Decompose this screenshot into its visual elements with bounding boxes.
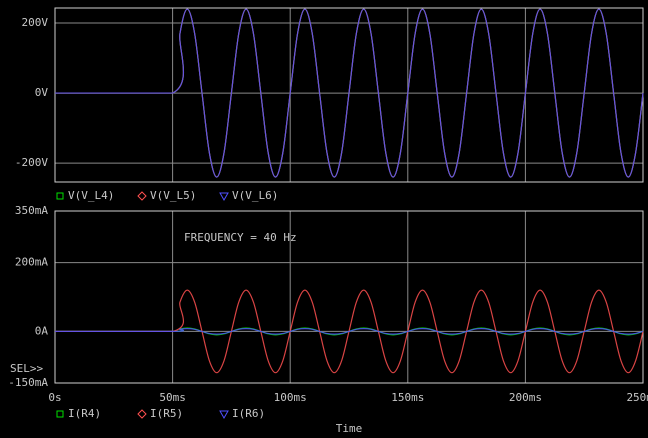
legend-label: I(R6) [232, 407, 265, 420]
x-tick-label: 50ms [159, 391, 186, 404]
legend-marker [137, 191, 147, 201]
y-tick-label: 350mA [15, 204, 48, 217]
x-tick-label: 0s [48, 391, 61, 404]
y-tick-label: 0A [35, 324, 49, 337]
legend-label: I(R4) [68, 407, 101, 420]
cursor-label: SEL>> [10, 362, 43, 375]
trace [55, 328, 644, 335]
x-tick-label: 250ms [626, 391, 648, 404]
y-tick-label: -200V [15, 156, 48, 169]
y-tick-label: -150mA [8, 376, 48, 389]
annotation: FREQUENCY = 40 Hz [184, 231, 297, 244]
y-tick-label: 200V [22, 16, 49, 29]
trace [55, 8, 644, 178]
x-tick-label: 150ms [391, 391, 424, 404]
legend-marker [56, 192, 64, 200]
legend-marker [56, 410, 64, 418]
x-tick-label: 100ms [274, 391, 307, 404]
plot-frame [54, 210, 644, 384]
y-tick-label: 200mA [15, 256, 48, 269]
legend-marker [219, 192, 229, 202]
legend-label: I(R5) [150, 407, 183, 420]
legend-label: V(V_L4) [68, 189, 114, 202]
legend-label: V(V_L6) [232, 189, 278, 202]
legend-marker [137, 409, 147, 419]
x-axis-label: Time [336, 422, 363, 435]
x-tick-label: 200ms [509, 391, 542, 404]
y-tick-label: 0V [35, 86, 49, 99]
legend-marker [219, 410, 229, 420]
legend-label: V(V_L5) [150, 189, 196, 202]
